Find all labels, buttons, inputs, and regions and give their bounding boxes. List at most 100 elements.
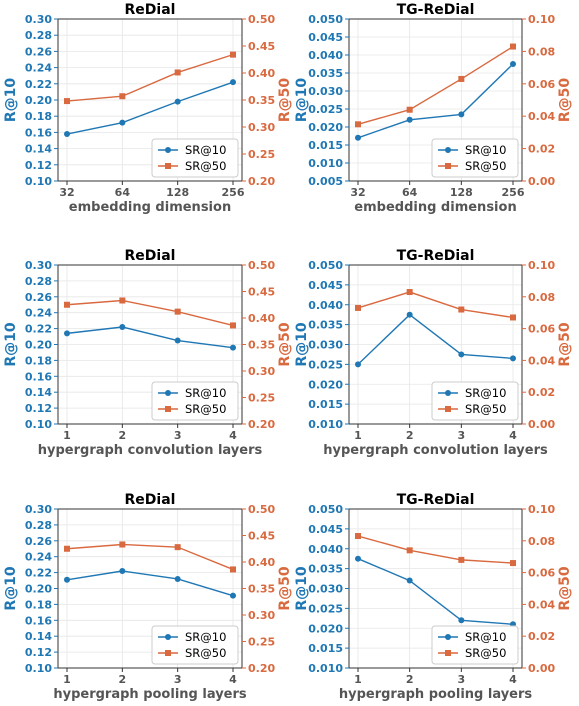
x-tick-label: 128 [166,186,189,199]
legend-marker-sr10 [165,390,171,396]
data-point-sr10 [119,119,126,126]
x-tick-label: 1 [354,673,362,686]
x-axis-label: embedding dimension [354,200,516,215]
y-tick-label-right: 0.00 [528,418,555,431]
y-tick-label-left: 0.22 [25,323,52,336]
y-tick-label-left: 0.015 [308,139,343,152]
series-line-sr10 [66,570,234,597]
y-tick-label-left: 0.045 [308,279,343,292]
data-point-sr50 [458,306,465,313]
y-tick-label-left: 0.10 [25,662,52,675]
chart-title: ReDial [125,492,176,508]
y-tick-label-left: 0.010 [308,157,343,170]
x-tick-label: 3 [174,429,182,442]
legend-label: SR@10 [465,143,506,157]
legend-label: SR@10 [465,386,506,400]
y-tick-label-right: 0.20 [248,418,275,431]
legend-marker-sr10 [165,147,171,153]
y-tick-label-left: 0.015 [308,642,343,655]
x-tick-label: 256 [502,186,525,199]
data-point-sr10 [64,330,70,337]
x-tick-label: 64 [115,186,131,199]
data-point-sr10 [64,131,70,138]
series-line-sr10 [357,313,514,365]
legend-label: SR@50 [185,159,226,173]
y-tick-label-left: 0.28 [25,275,52,288]
y-tick-label-right: 0.04 [528,598,555,611]
data-point-sr10 [355,361,361,368]
x-tick-label: 64 [402,186,418,199]
y-tick-label-right: 0.40 [248,312,275,325]
y-axis-label-left: R@10 [294,322,310,367]
series-line-sr10 [357,63,514,139]
legend-marker-sr10 [445,634,451,640]
data-point-sr50 [119,93,126,100]
x-tick-label: 1 [63,673,71,686]
series-line-sr10 [66,81,234,135]
legend-marker-sr50 [445,650,451,656]
y-axis-label-right: R@50 [277,78,293,123]
chart-panel: 0.0050.0100.0150.0200.0250.0300.0350.040… [294,2,573,215]
legend-label: SR@10 [465,630,506,644]
y-axis-label-left: R@10 [3,78,19,123]
legend-label: SR@10 [185,630,226,644]
legend-box [431,625,519,665]
data-point-sr50 [458,75,465,82]
legend-box [151,138,239,178]
legend-label: SR@10 [185,386,226,400]
legend-marker-sr50 [445,406,451,412]
legend-label: SR@50 [465,402,506,416]
x-tick-label: 2 [119,673,127,686]
data-point-sr50 [230,51,236,58]
x-axis-label: hypergraph convolution layers [38,443,263,458]
y-tick-label-right: 0.08 [528,535,555,548]
legend-marker-sr50 [445,163,451,169]
chart-panel: 0.10 0.12 0.14 0.16 0.18 0.20 0.22 0.24 0.26 0.28… [3,492,293,702]
y-tick-label-right: 0.35 [248,339,275,352]
y-axis-label-left: R@10 [294,566,310,611]
y-tick-label-right: 0.50 [248,503,275,516]
y-tick-label-left: 0.030 [308,85,343,98]
y-tick-label-right: 0.30 [248,365,275,378]
legend-label: SR@50 [185,402,226,416]
data-point-sr10 [510,355,516,362]
y-tick-label-left: 0.005 [308,175,343,188]
y-tick-label-right: 0.50 [248,259,275,272]
data-point-sr50 [119,541,126,548]
series-line-sr50 [66,299,234,327]
legend-label: SR@50 [185,646,226,660]
data-point-sr50 [64,98,70,105]
series-line-sr50 [357,535,514,564]
y-tick-label-left: 0.16 [25,126,52,139]
legend-marker-sr50 [165,650,171,656]
y-tick-label-left: 0.30 [25,13,52,26]
data-point-sr50 [458,556,465,563]
y-tick-label-right: 0.20 [248,662,275,675]
data-point-sr10 [458,351,465,358]
y-tick-label-left: 0.045 [308,31,343,44]
legend-box [431,381,519,421]
data-point-sr10 [406,116,413,123]
y-tick-label-right: 0.25 [248,148,275,161]
x-tick-label: 32 [59,186,74,199]
data-point-sr50 [406,106,413,113]
y-axis-label-left: R@10 [294,78,310,123]
data-point-sr50 [174,308,181,315]
y-tick-label-left: 0.28 [25,29,52,42]
y-tick-label-left: 0.025 [308,103,343,116]
y-tick-label-left: 0.12 [25,159,52,172]
series-line-sr10 [66,326,234,349]
y-tick-label-left: 0.18 [25,598,52,611]
y-tick-label-left: 0.14 [25,143,52,156]
x-tick-label: 2 [119,429,127,442]
y-tick-label-right: 0.06 [528,323,555,336]
y-tick-label-left: 0.22 [25,567,52,580]
data-point-sr10 [64,576,70,583]
y-tick-label-left: 0.18 [25,354,52,367]
y-tick-label-right: 0.10 [528,13,555,26]
chart-panel: 0.010 0.015 0.020 0.025 0.030 0.035 0.040 0.045… [294,492,573,702]
y-tick-label-left: 0.035 [308,319,343,332]
data-point-sr50 [64,301,70,308]
plot-frame [348,18,523,182]
y-axis-label-right: R@50 [557,322,573,367]
